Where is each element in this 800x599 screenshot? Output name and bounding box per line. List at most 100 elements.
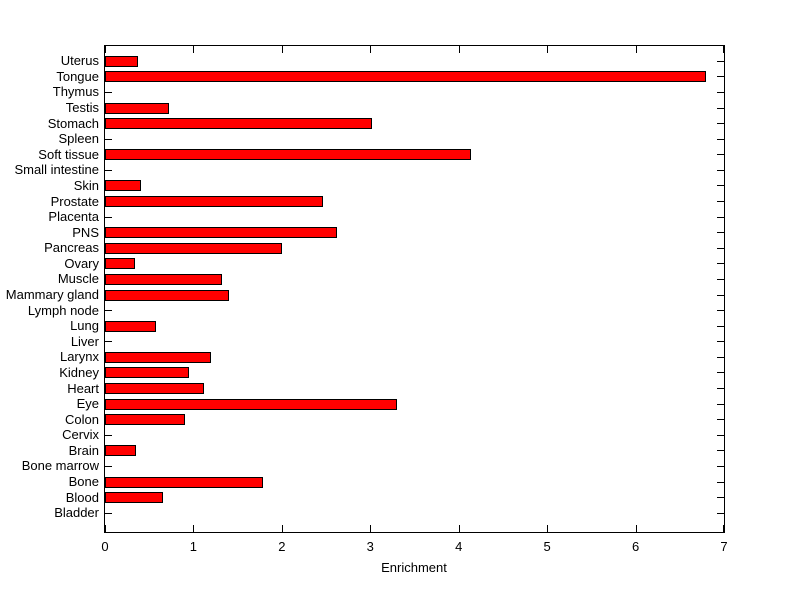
y-tick: [717, 169, 724, 171]
y-tick: [105, 465, 112, 467]
y-tick: [717, 232, 724, 234]
x-tick: [370, 525, 372, 532]
y-tick: [717, 403, 724, 405]
bar-uterus: [105, 55, 138, 67]
y-tick: [717, 481, 724, 483]
y-tick-label: Ovary: [64, 255, 99, 271]
bar-blood: [105, 492, 164, 504]
y-tick: [105, 169, 112, 171]
y-tick-label: Eye: [76, 396, 99, 412]
y-tick: [105, 434, 112, 436]
y-tick: [717, 325, 724, 327]
y-tick: [717, 138, 724, 140]
bar-brain: [105, 445, 136, 457]
y-tick-label: Mammary gland: [5, 287, 99, 303]
bar-bone: [105, 476, 264, 488]
y-tick: [105, 341, 112, 343]
y-tick: [717, 278, 724, 280]
x-tick-label: 4: [455, 539, 463, 554]
bar-larynx: [105, 351, 212, 363]
y-tick: [105, 512, 112, 514]
y-tick-label: Cervix: [62, 427, 99, 443]
y-tick-label: Brain: [68, 442, 99, 458]
x-tick: [458, 46, 460, 53]
y-tick-label: Soft tissue: [38, 146, 99, 162]
y-tick-label: Bladder: [54, 505, 99, 521]
bar-pancreas: [105, 242, 282, 254]
bar-muscle: [105, 273, 222, 285]
bar-colon: [105, 414, 186, 426]
y-tick: [717, 154, 724, 156]
bar-heart: [105, 383, 205, 395]
y-tick: [717, 123, 724, 125]
x-tick: [193, 525, 195, 532]
y-tick: [717, 294, 724, 296]
y-tick-label: Blood: [65, 489, 99, 505]
y-tick: [717, 465, 724, 467]
y-tick: [717, 388, 724, 390]
y-tick-label: Bone marrow: [21, 458, 99, 474]
bar-stomach: [105, 118, 373, 130]
y-tick: [105, 310, 112, 312]
y-tick: [717, 372, 724, 374]
x-axis-label: Enrichment: [381, 560, 447, 575]
y-tick-label: Colon: [65, 411, 99, 427]
y-tick: [717, 356, 724, 358]
x-tick: [105, 525, 106, 532]
y-tick-label: Placenta: [48, 209, 99, 225]
bar-tongue: [105, 71, 707, 83]
plot-area: [104, 45, 725, 533]
x-tick: [281, 46, 283, 53]
y-tick: [105, 91, 112, 93]
x-tick-label: 5: [543, 539, 551, 554]
y-tick: [717, 310, 724, 312]
y-tick-label: Muscle: [57, 271, 99, 287]
y-tick-label: Uterus: [60, 53, 99, 69]
bar-ovary: [105, 258, 136, 270]
x-tick: [370, 46, 372, 53]
y-tick-label: Thymus: [52, 84, 99, 100]
y-tick-label: Liver: [70, 333, 99, 349]
x-tick: [635, 525, 637, 532]
y-tick: [717, 201, 724, 203]
y-tick-label: Tongue: [56, 68, 99, 84]
x-tick: [281, 525, 283, 532]
x-tick-label: 7: [720, 539, 728, 554]
y-tick-label: Kidney: [59, 364, 99, 380]
y-tick: [717, 419, 724, 421]
y-tick: [717, 185, 724, 187]
y-tick: [717, 76, 724, 78]
y-tick-label: Spleen: [58, 131, 99, 147]
bar-mammary-gland: [105, 289, 229, 301]
y-tick-label: Larynx: [59, 349, 99, 365]
y-tick-label: Lung: [70, 318, 99, 334]
bar-testis: [105, 102, 169, 114]
x-tick-label: 6: [631, 539, 640, 554]
y-tick: [105, 138, 112, 140]
y-tick: [717, 497, 724, 499]
x-tick: [635, 46, 637, 53]
bar-lung: [105, 320, 157, 332]
x-axis-tick-labels: 0 1 2 3 4 5 6 7: [0, 539, 800, 555]
y-tick-label: Small intestine: [14, 162, 99, 178]
x-tick: [105, 46, 106, 53]
x-tick: [723, 46, 724, 53]
x-tick-label: 1: [189, 539, 198, 554]
y-tick: [717, 60, 724, 62]
y-tick: [717, 107, 724, 109]
y-tick-label: Pancreas: [44, 240, 99, 256]
y-tick: [105, 216, 112, 218]
bar-skin: [105, 180, 142, 192]
bar-pns: [105, 227, 337, 239]
bar-eye: [105, 398, 397, 410]
y-tick: [717, 341, 724, 343]
y-tick-label: Prostate: [50, 193, 99, 209]
y-tick-label: Bone: [68, 474, 99, 490]
y-tick-label: PNS: [72, 224, 99, 240]
y-tick-label: Stomach: [47, 115, 99, 131]
x-tick: [193, 46, 195, 53]
bar-soft-tissue: [105, 149, 472, 161]
y-tick-label: Skin: [73, 177, 99, 193]
y-tick: [717, 247, 724, 249]
x-tick: [547, 525, 549, 532]
